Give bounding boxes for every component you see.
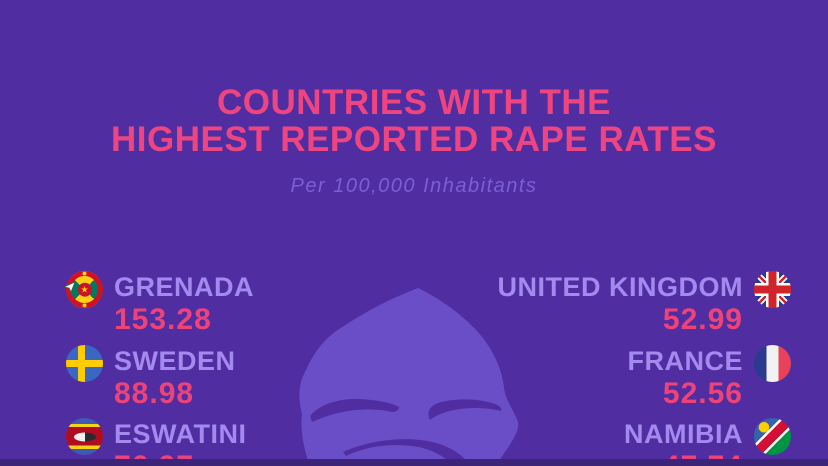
- sweden-flag-icon: [66, 345, 103, 382]
- sad-face-silhouette-icon: [299, 288, 519, 466]
- eswatini-flag-icon: [66, 418, 103, 455]
- namibia-flag-icon: [754, 418, 791, 455]
- country-rate: 52.56: [662, 377, 743, 410]
- entry-sweden: SWEDEN 88.98: [66, 345, 236, 409]
- country-name: UNITED KINGDOM: [497, 272, 743, 302]
- title-line-2: HIGHEST REPORTED RAPE RATES: [111, 120, 717, 159]
- united-kingdom-flag-icon: [754, 271, 791, 308]
- country-rate: 88.98: [114, 377, 195, 410]
- page-title: COUNTRIES WITH THE HIGHEST REPORTED RAPE…: [0, 84, 828, 158]
- mouse-cursor-icon: [63, 281, 76, 293]
- bottom-strip: [0, 459, 828, 466]
- page-subtitle: Per 100,000 Inhabitants: [290, 175, 538, 197]
- entry-france: FRANCE 52.56: [627, 345, 791, 410]
- country-name: SWEDEN: [114, 346, 236, 376]
- title-line-1: COUNTRIES WITH THE: [217, 83, 611, 122]
- country-name: GRENADA: [114, 272, 255, 302]
- country-rate: 52.99: [662, 303, 743, 336]
- entry-grenada: GRENADA 153.28: [66, 271, 254, 335]
- entry-eswatini: ESWATINI 76.97: [66, 418, 247, 466]
- country-name: FRANCE: [627, 346, 743, 376]
- country-name: ESWATINI: [114, 419, 247, 449]
- france-flag-icon: [754, 345, 791, 382]
- country-rate: 153.28: [114, 303, 212, 336]
- entry-united-kingdom: UNITED KINGDOM 52.99: [497, 271, 791, 336]
- country-name: NAMIBIA: [624, 419, 743, 449]
